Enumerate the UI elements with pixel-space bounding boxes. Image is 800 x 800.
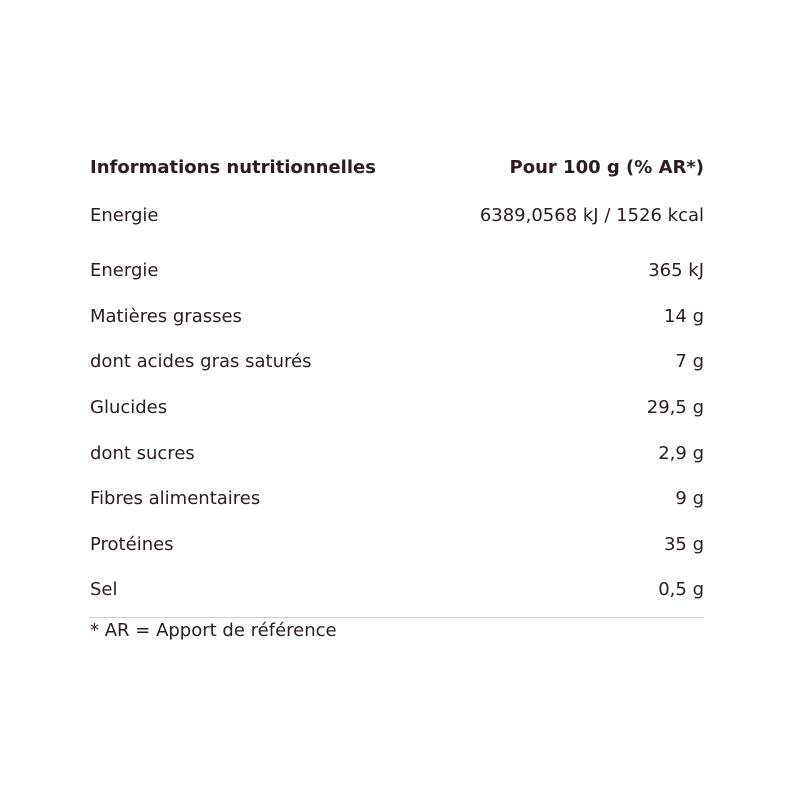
row-label: Sel xyxy=(90,579,118,601)
table-row: Protéines 35 g xyxy=(90,522,704,568)
row-value: 14 g xyxy=(663,305,704,327)
nutrition-table: Informations nutritionnelles Pour 100 g … xyxy=(90,150,704,641)
header-label: Informations nutritionnelles xyxy=(90,156,376,178)
table-row: Energie 6389,0568 kJ / 1526 kcal xyxy=(90,184,704,248)
row-label: Energie xyxy=(90,260,159,282)
header-value: Pour 100 g (% AR*) xyxy=(509,156,704,178)
row-label: Glucides xyxy=(90,397,168,419)
table-row: dont sucres 2,9 g xyxy=(90,430,704,476)
row-label: dont acides gras saturés xyxy=(90,351,312,373)
table-row: Glucides 29,5 g xyxy=(90,385,704,431)
table-row: dont acides gras saturés 7 g xyxy=(90,339,704,385)
row-value: 365 kJ xyxy=(648,260,704,282)
row-value: 35 g xyxy=(663,533,704,555)
row-value: 7 g xyxy=(675,351,704,373)
table-header: Informations nutritionnelles Pour 100 g … xyxy=(90,150,704,184)
footnote: * AR = Apport de référence xyxy=(90,619,337,641)
table-row: Sel 0,5 g xyxy=(90,567,704,613)
table-row: Matières grasses 14 g xyxy=(90,294,704,340)
table-row: Fibres alimentaires 9 g xyxy=(90,476,704,522)
divider xyxy=(90,616,704,618)
row-label: Energie xyxy=(90,205,159,226)
row-value: 0,5 g xyxy=(658,579,704,601)
row-label: dont sucres xyxy=(90,442,195,464)
table-row: Energie 365 kJ xyxy=(90,248,704,294)
row-value: 29,5 g xyxy=(646,397,704,419)
row-value: 6389,0568 kJ / 1526 kcal xyxy=(479,205,704,226)
row-label: Protéines xyxy=(90,533,174,555)
row-value: 2,9 g xyxy=(658,442,704,464)
row-label: Fibres alimentaires xyxy=(90,488,261,510)
row-value: 9 g xyxy=(675,488,704,510)
row-label: Matières grasses xyxy=(90,305,242,327)
